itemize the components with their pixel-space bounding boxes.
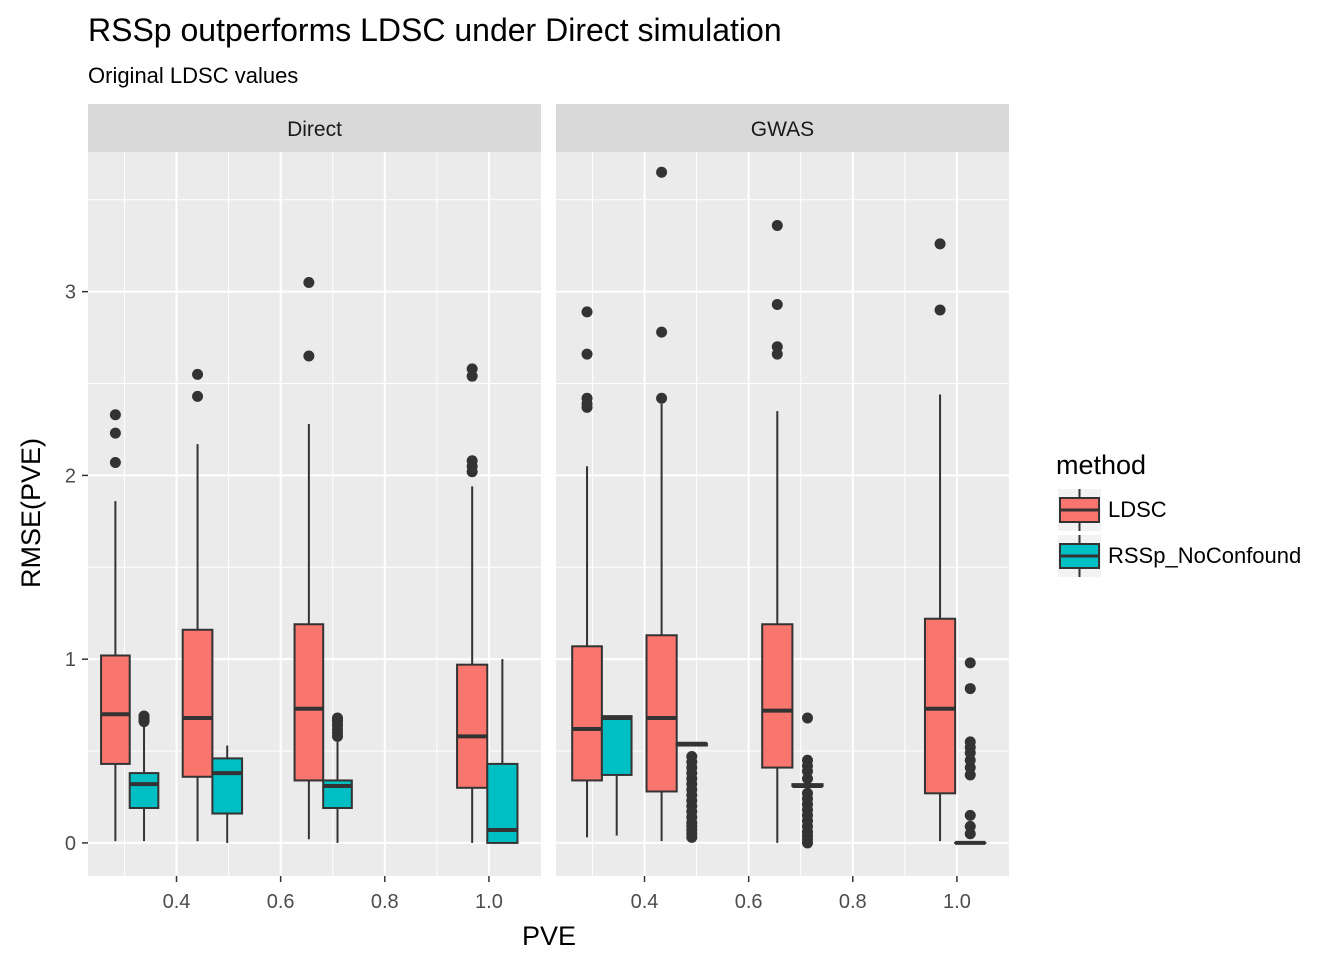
outlier-point: [935, 238, 946, 249]
y-tick-label: 1: [65, 649, 76, 671]
y-axis-label: RMSE(PVE): [16, 438, 46, 588]
box-body: [602, 716, 632, 775]
x-tick-label: 1.0: [943, 891, 971, 913]
outlier-point: [110, 457, 121, 468]
y-tick-label: 2: [65, 465, 76, 487]
outlier-point: [965, 810, 976, 821]
outlier-point: [802, 788, 813, 799]
x-tick-label: 1.0: [475, 891, 503, 913]
legend-label: LDSC: [1108, 497, 1167, 522]
x-tick-label: 0.6: [267, 891, 295, 913]
outlier-point: [772, 299, 783, 310]
panel-gwas: GWAS 0.4 0.6 0.8 1.0: [556, 104, 1009, 913]
outlier-point: [110, 428, 121, 439]
outlier-point: [965, 736, 976, 747]
y-tick-label: 0: [65, 833, 76, 855]
strip-label: Direct: [287, 118, 342, 141]
outlier-point: [467, 455, 478, 466]
box-body: [101, 655, 130, 763]
chart-title: RSSp outperforms LDSC under Direct simul…: [88, 12, 782, 48]
x-tick-label: 0.8: [371, 891, 399, 913]
outlier-point: [582, 349, 593, 360]
panels-group: Direct 0.4 0.6 0.8 1.0 0 1 2 3 GWAS 0.4 0.6 0.8 1.0: [65, 104, 1009, 913]
legend-label: RSSp_NoConfound: [1108, 543, 1301, 568]
box-body: [457, 665, 487, 788]
box-body: [762, 624, 792, 767]
legend-title: method: [1056, 450, 1146, 480]
outlier-point: [139, 711, 150, 722]
box-body: [212, 758, 242, 813]
panel-direct: Direct 0.4 0.6 0.8 1.0 0 1 2 3: [65, 104, 541, 913]
x-tick-label: 0.6: [735, 891, 763, 913]
outlier-point: [656, 393, 667, 404]
outlier-point: [656, 327, 667, 338]
legend: method LDSC RSSp_NoConfound: [1056, 450, 1301, 577]
outlier-point: [772, 341, 783, 352]
outlier-point: [802, 712, 813, 723]
box-body: [925, 619, 955, 794]
x-tick-label: 0.4: [631, 891, 659, 913]
outlier-point: [192, 369, 203, 380]
outlier-point: [467, 363, 478, 374]
y-tick-label: 3: [65, 282, 76, 304]
outlier-point: [772, 220, 783, 231]
box-body: [183, 630, 213, 777]
outlier-point: [965, 683, 976, 694]
outlier-point: [965, 657, 976, 668]
box-body: [572, 646, 602, 780]
outlier-point: [582, 306, 593, 317]
x-tick-label: 0.4: [163, 891, 191, 913]
outlier-point: [303, 350, 314, 361]
outlier-point: [802, 755, 813, 766]
box-body: [646, 635, 676, 791]
outlier-point: [656, 167, 667, 178]
chart-subtitle: Original LDSC values: [88, 63, 298, 88]
outlier-point: [303, 277, 314, 288]
x-tick-label: 0.8: [839, 891, 867, 913]
outlier-point: [332, 712, 343, 723]
outlier-point: [965, 821, 976, 832]
box-body: [295, 624, 324, 780]
outlier-point: [110, 409, 121, 420]
box-body: [130, 773, 159, 808]
legend-item-rssp_noconfound: RSSp_NoConfound: [1058, 535, 1301, 577]
legend-item-ldsc: LDSC: [1058, 489, 1167, 531]
x-axis-label: PVE: [522, 921, 576, 951]
outlier-point: [192, 391, 203, 402]
outlier-point: [686, 751, 697, 762]
strip-label: GWAS: [751, 118, 814, 141]
outlier-point: [582, 393, 593, 404]
outlier-point: [935, 305, 946, 316]
